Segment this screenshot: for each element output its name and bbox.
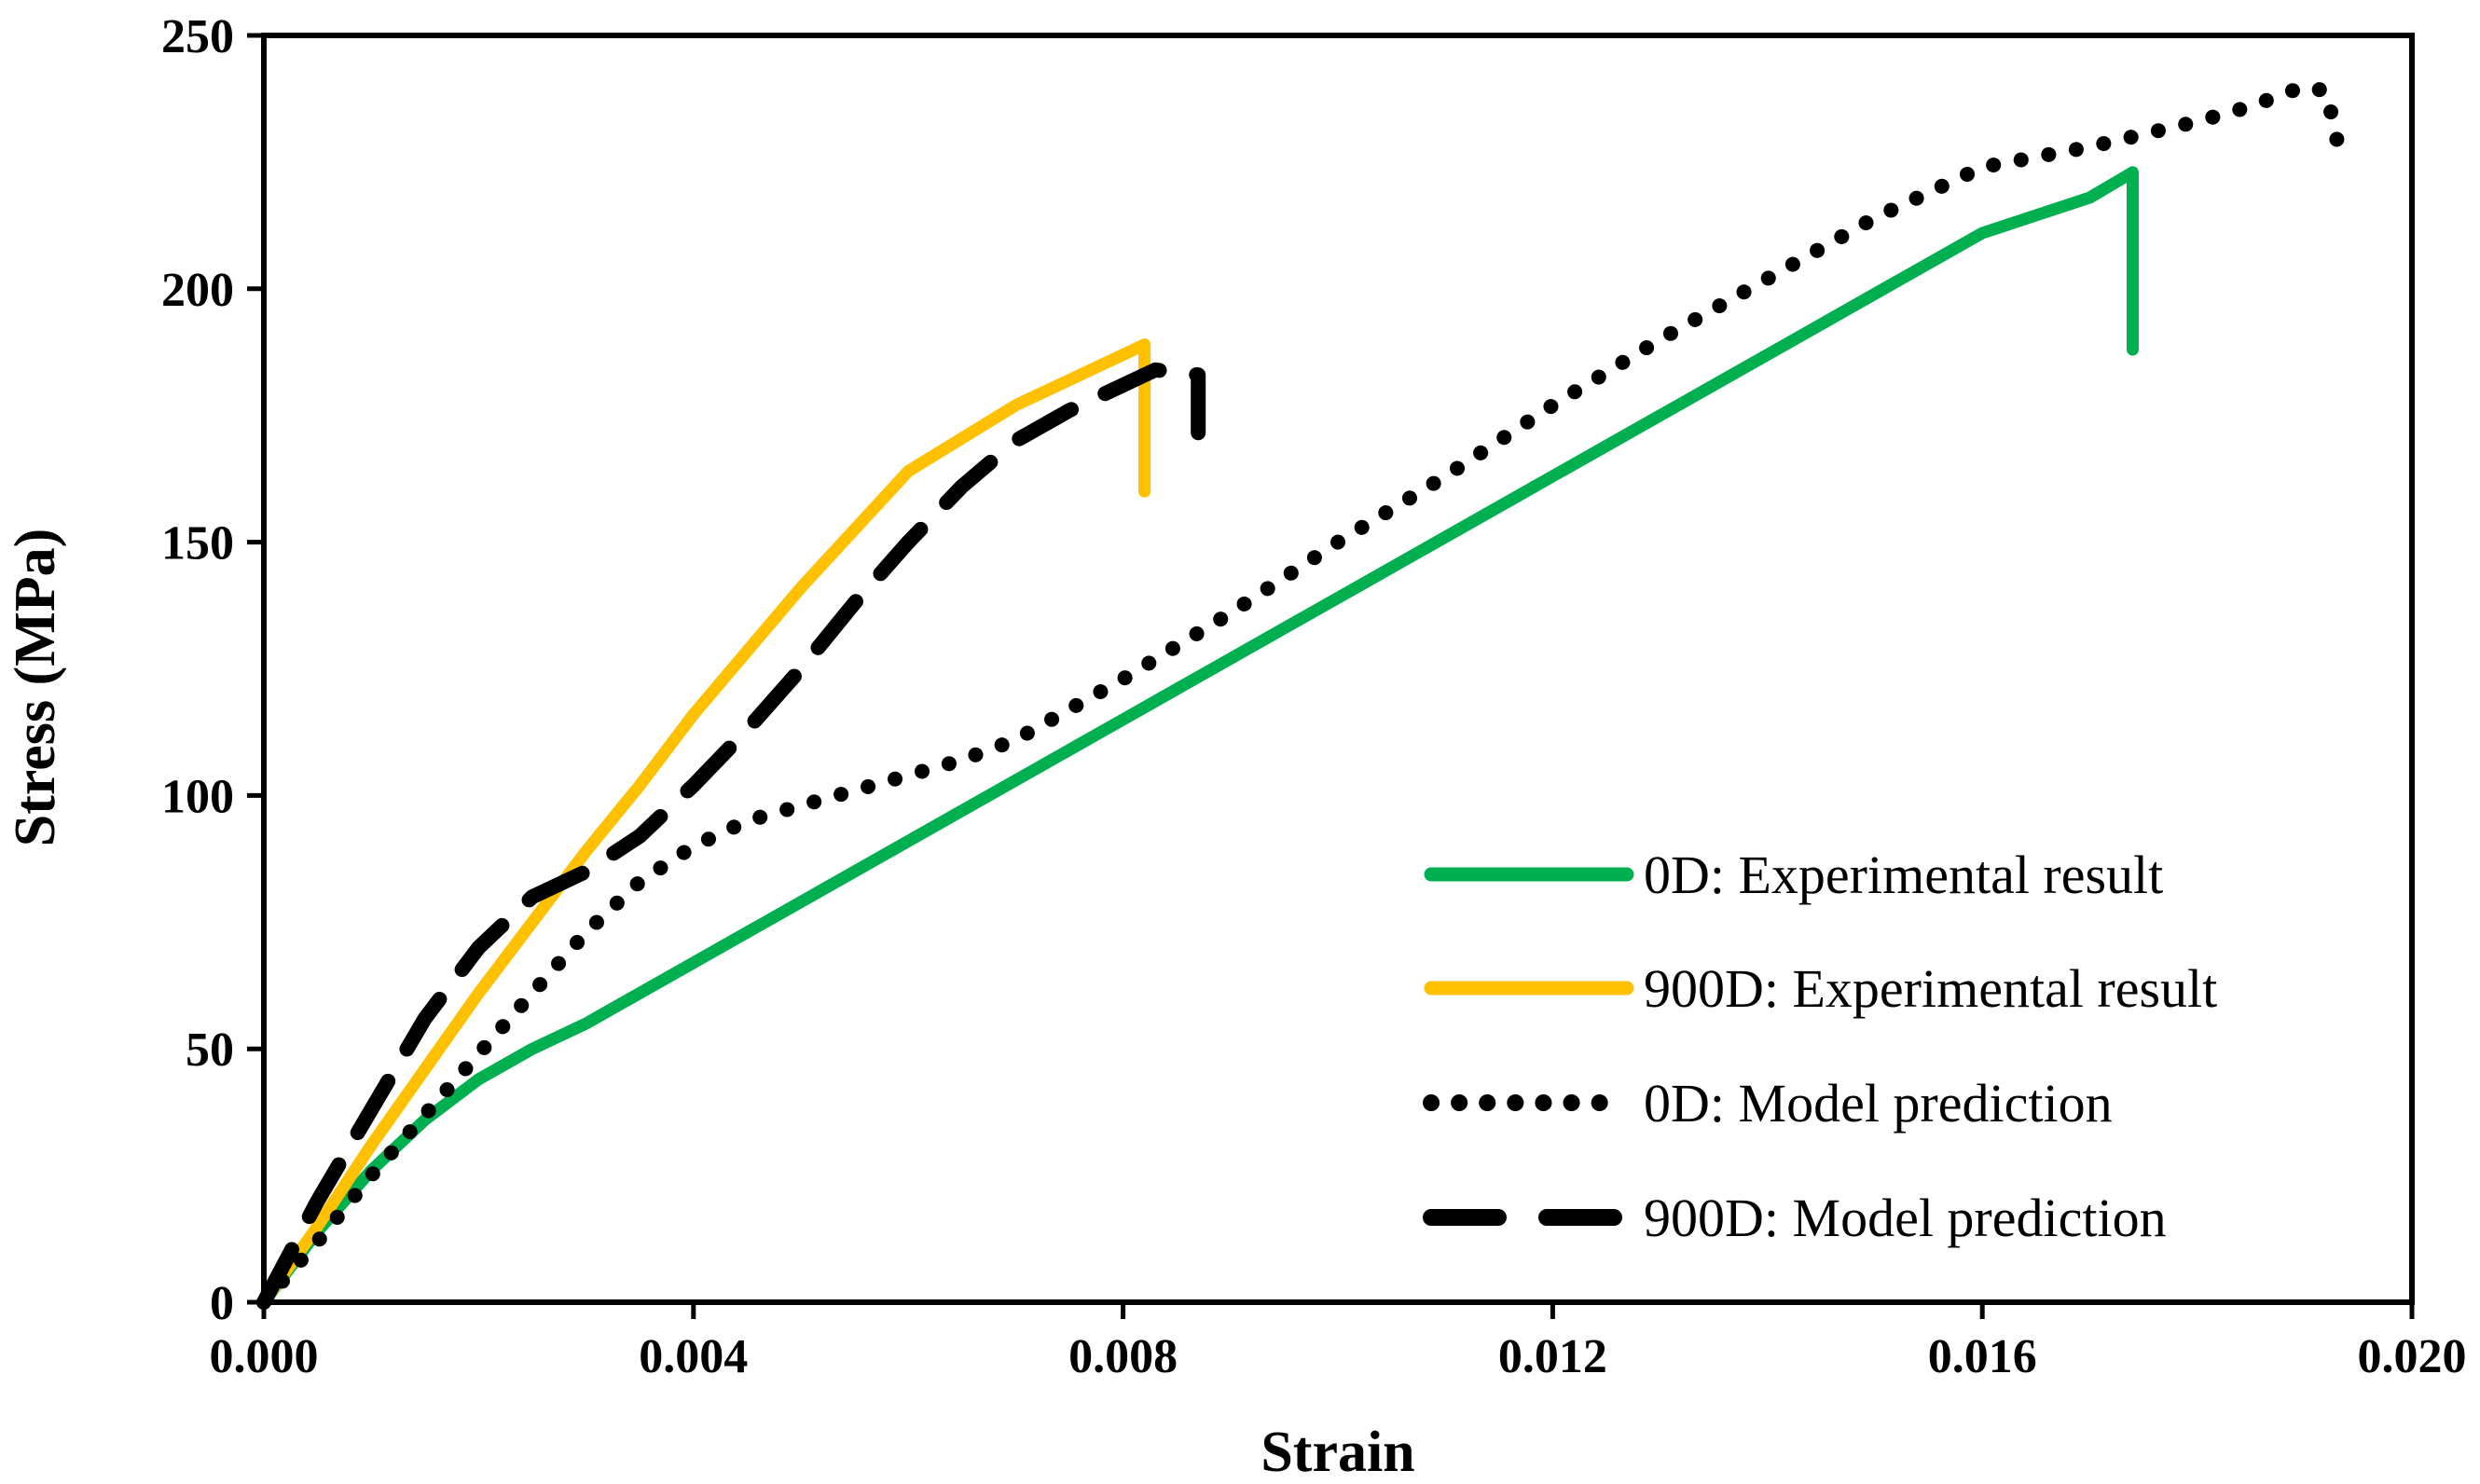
x-tick-label: 0.008 [1068, 1330, 1178, 1383]
x-tick-label: 0.000 [210, 1330, 319, 1383]
y-axis-ticks: 0 50 100 150 200 250 [161, 10, 264, 1330]
legend-label-2: 900D: Experimental result [1644, 958, 2217, 1019]
y-tick-label: 50 [186, 1024, 234, 1077]
series-layer [256, 78, 2345, 1310]
y-tick-label: 0 [210, 1277, 234, 1330]
y-axis-title: Stress (MPa) [4, 529, 67, 846]
legend-label-4: 900D: Model prediction [1644, 1188, 2167, 1248]
series-line-1 [257, 166, 2139, 1309]
x-tick-label: 0.020 [2358, 1330, 2467, 1383]
y-tick-label: 250 [161, 10, 234, 63]
legend: 0D: Experimental result 900D: Experimenta… [1423, 845, 2217, 1248]
legend-label-3: 0D: Model prediction [1644, 1073, 2113, 1134]
x-tick-label: 0.016 [1928, 1330, 2037, 1383]
y-tick-label: 200 [161, 264, 234, 317]
series-line-3 [256, 78, 2345, 1310]
series-line-2 [257, 338, 1151, 1309]
x-tick-label: 0.004 [639, 1330, 748, 1383]
legend-label-1: 0D: Experimental result [1644, 845, 2163, 905]
x-axis-title: Strain [1261, 1421, 1414, 1484]
series-line-4 [256, 362, 1206, 1310]
x-tick-label: 0.012 [1498, 1330, 1607, 1383]
y-tick-label: 100 [161, 770, 234, 823]
plot-area-frame [261, 33, 2415, 1305]
x-axis-ticks: 0.000 0.004 0.008 0.012 0.016 0.020 [210, 1302, 2467, 1383]
y-tick-label: 150 [161, 517, 234, 570]
